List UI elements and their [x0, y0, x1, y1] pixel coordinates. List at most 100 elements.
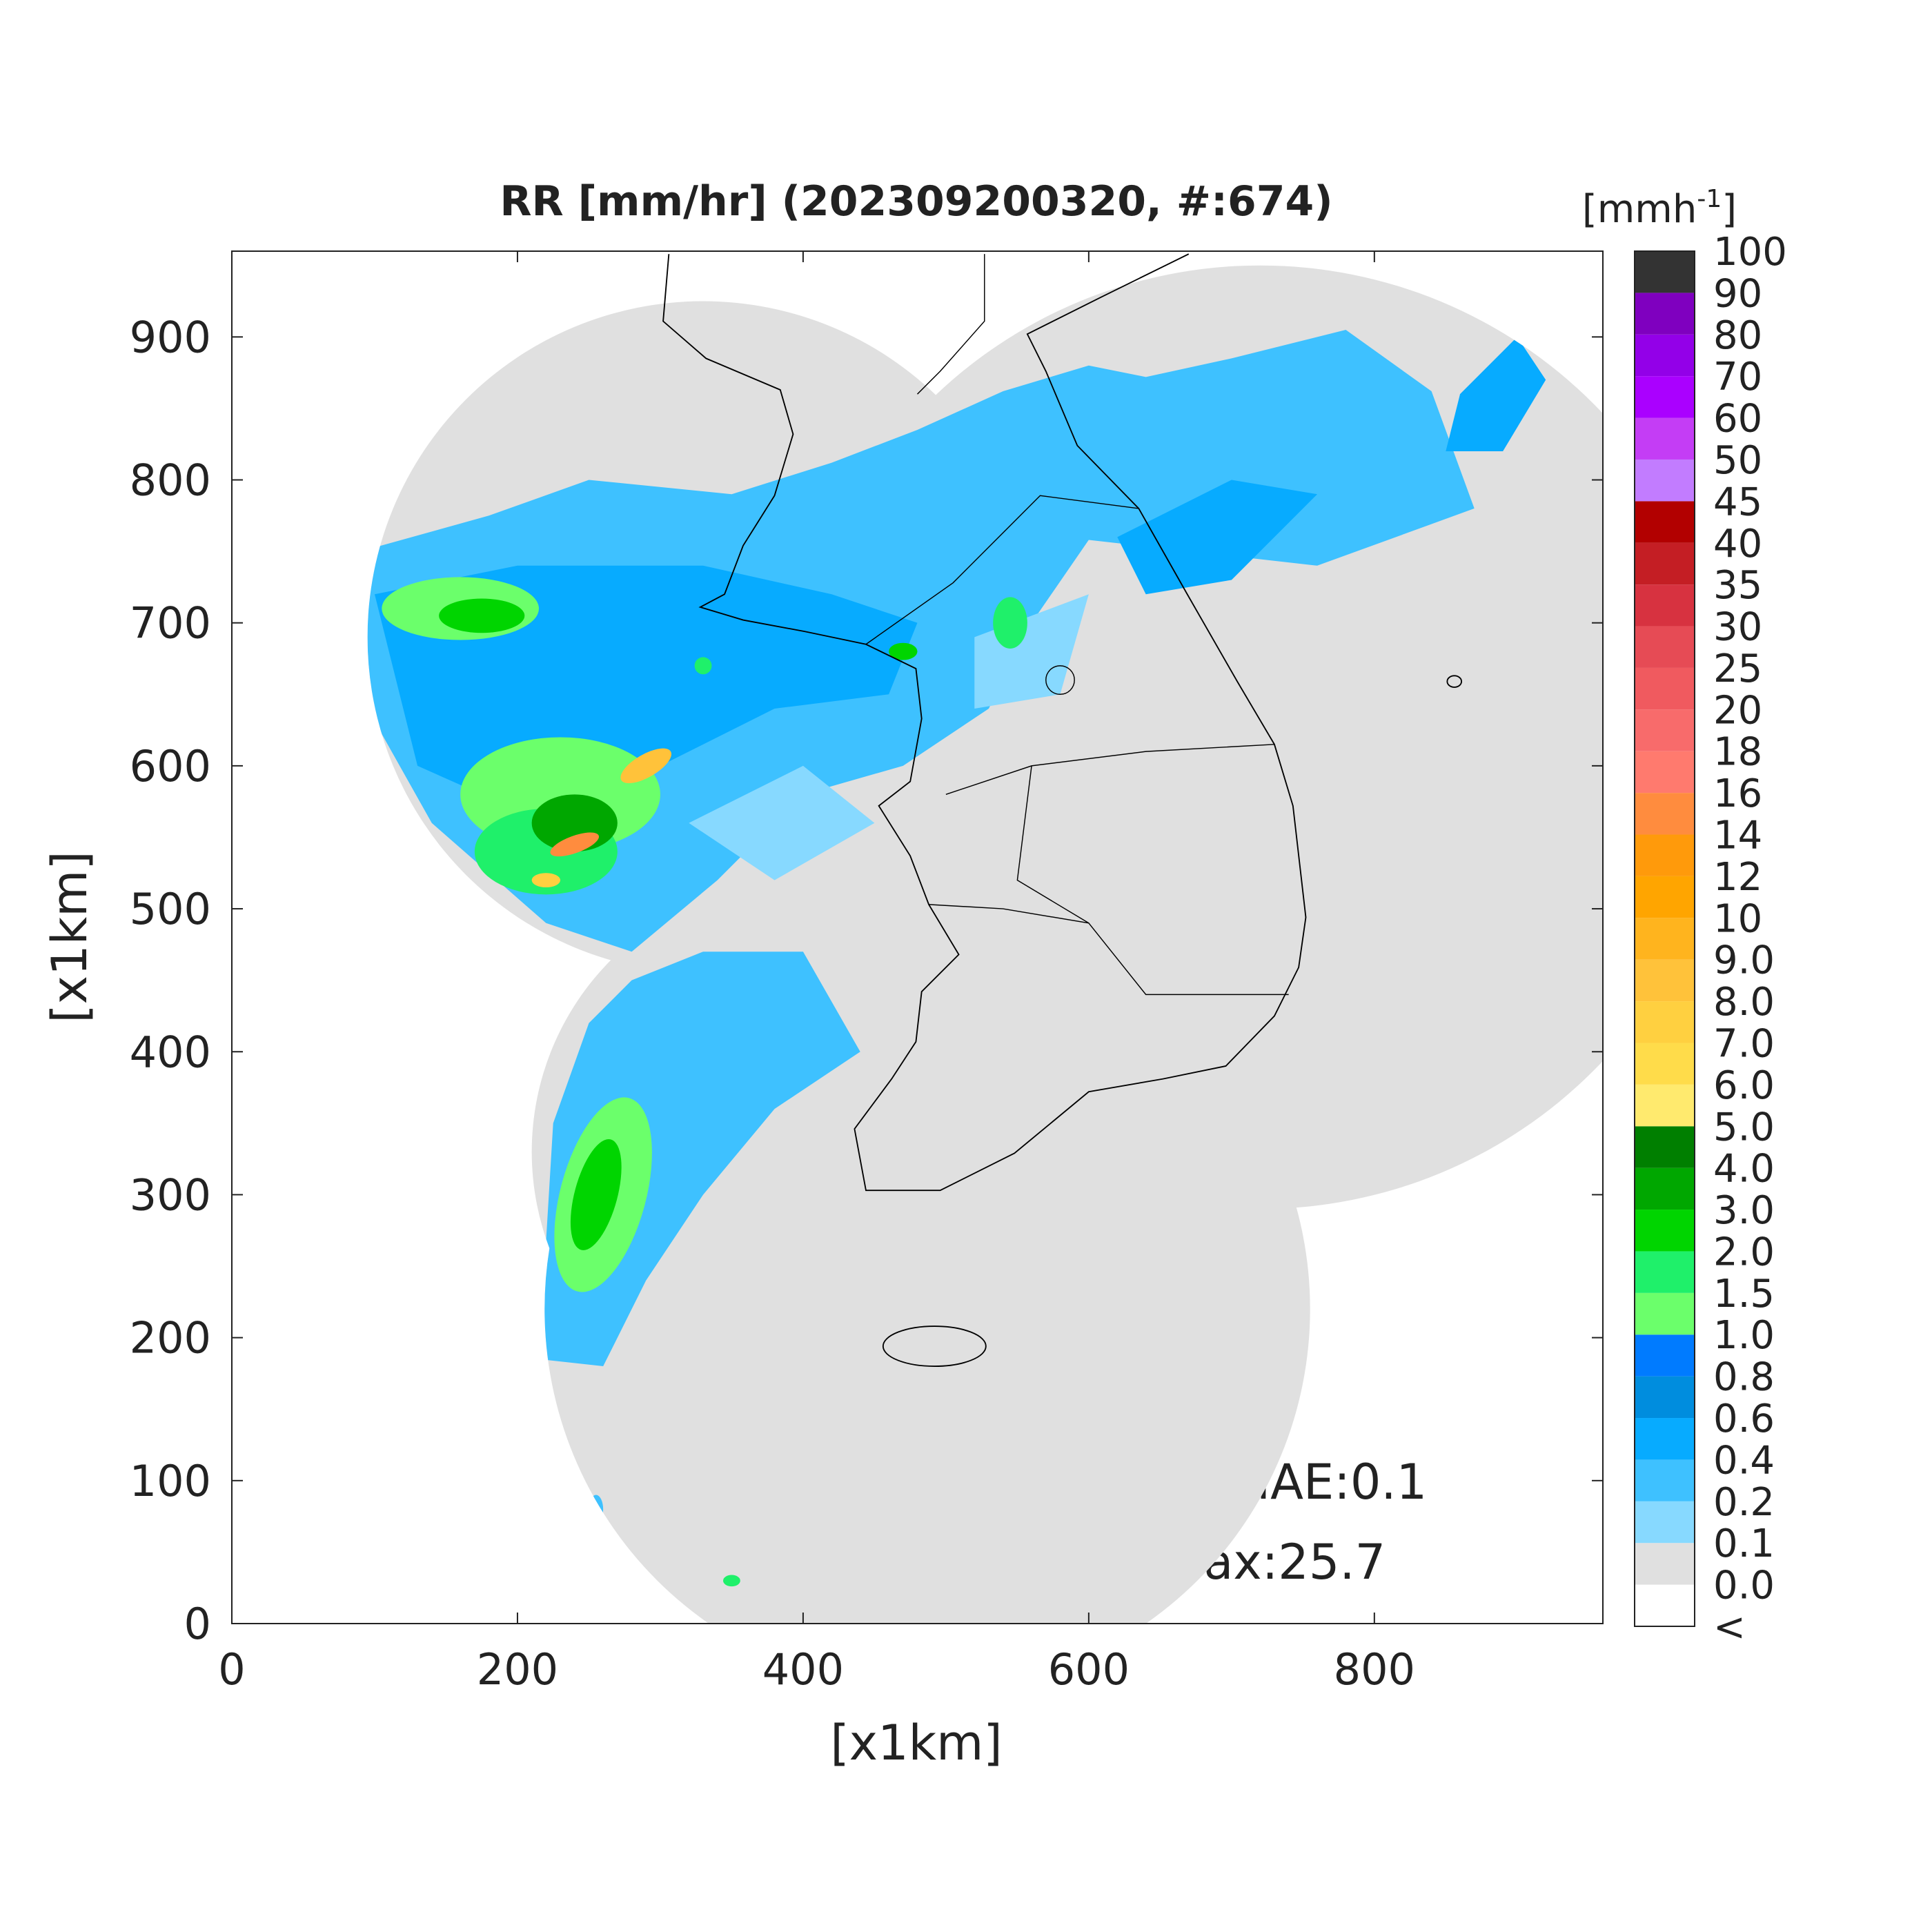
y-tick-label: 0 [184, 1599, 211, 1649]
rain-cell [993, 597, 1027, 649]
colorbar-box [1635, 1126, 1695, 1168]
colorbar-label: 40 [1713, 522, 1762, 566]
colorbar-label: 9.0 [1713, 938, 1775, 983]
colorbar-label: 10 [1713, 896, 1762, 941]
colorbar-box [1635, 293, 1695, 335]
colorbar-box [1635, 1543, 1695, 1585]
colorbar-label: 90 [1713, 271, 1762, 316]
colorbar-label: 25 [1713, 647, 1762, 691]
rain-cell [620, 748, 672, 784]
rain-area [1446, 337, 1546, 452]
colorbar-box [1635, 1210, 1695, 1252]
colorbar-box [1635, 1167, 1695, 1210]
colorbar-box [1635, 1251, 1695, 1293]
coastline [662, 253, 1307, 1192]
colorbar-label: 16 [1713, 771, 1762, 816]
rain-cell [889, 642, 918, 660]
colorbar-box [1635, 834, 1695, 876]
colorbar-label: 3.0 [1713, 1188, 1775, 1233]
colorbar-box [1635, 959, 1695, 1002]
rain-cell [570, 1138, 622, 1250]
x-tick-label: 800 [1334, 1644, 1415, 1695]
colorbar-label: 0.0 [1713, 1564, 1775, 1608]
y-tick-label: 300 [130, 1170, 211, 1220]
x-tick-label: 0 [218, 1644, 245, 1695]
colorbar-label: 35 [1713, 563, 1762, 608]
colorbar-label: 7.0 [1713, 1021, 1775, 1066]
rain-area [974, 594, 1089, 709]
y-tick-label: 900 [130, 312, 211, 362]
colorbar-label: 30 [1713, 605, 1762, 650]
colorbar-label: 0.8 [1713, 1355, 1775, 1400]
island [882, 1325, 987, 1367]
colorbar-label: 0.2 [1713, 1480, 1775, 1525]
border [916, 254, 985, 395]
colorbar-box [1635, 1584, 1695, 1626]
map-km [367, 253, 1603, 1624]
colorbar-box [1635, 1418, 1695, 1460]
colorbar-box [1635, 1334, 1695, 1377]
colorbar-box [1635, 376, 1695, 418]
colorbar-label: 5.0 [1713, 1105, 1775, 1150]
y-tick-label: 400 [130, 1027, 211, 1077]
colorbar-label: 18 [1713, 730, 1762, 775]
colorbar-box [1635, 1043, 1695, 1085]
colorbar-label: 0.4 [1713, 1438, 1775, 1483]
colorbar-label: 45 [1713, 480, 1762, 524]
border [1016, 765, 1090, 924]
y-tick-label: 600 [130, 741, 211, 791]
x-tick-label: 200 [477, 1644, 558, 1695]
y-axis-label: [x1km] [41, 851, 98, 1023]
unit-exponent: -1 [1697, 185, 1722, 213]
rain-cell [589, 1495, 604, 1524]
rain-area [1117, 480, 1318, 595]
colorbar-box [1635, 918, 1695, 960]
rain-cell [550, 832, 600, 857]
border [929, 904, 1289, 996]
y-tick-label: 100 [130, 1456, 211, 1506]
colorbar-label: 4.0 [1713, 1147, 1775, 1192]
colorbar-label: 1.5 [1713, 1272, 1775, 1317]
colorbar-frame [1634, 250, 1695, 1627]
x-tick-label: 400 [762, 1644, 844, 1695]
y-tick-label: 800 [130, 455, 211, 506]
rain-cell [723, 1575, 740, 1587]
map-area [367, 253, 1603, 1624]
colorbar-box [1635, 626, 1695, 668]
colorbar-label: 0.6 [1713, 1397, 1775, 1441]
y-tick-label: 200 [130, 1313, 211, 1363]
colorbar-box [1635, 459, 1695, 502]
colorbar-box [1635, 584, 1695, 627]
plot-frame [231, 250, 1604, 1624]
rain-cell [439, 598, 525, 633]
colorbar-box [1635, 1501, 1695, 1544]
colorbar-box [1635, 876, 1695, 918]
colorbar-label: 100 [1713, 230, 1787, 275]
colorbar-box [1635, 251, 1695, 293]
colorbar-box [1635, 709, 1695, 751]
colorbar-box [1635, 334, 1695, 377]
rain-field [367, 329, 1546, 1587]
colorbar-box [1635, 1084, 1695, 1127]
colorbar-label: 14 [1713, 814, 1762, 858]
island [1045, 665, 1075, 696]
rain-cell [694, 657, 712, 675]
rain-cell [531, 873, 561, 887]
colorbar-label: 70 [1713, 355, 1762, 400]
rain-area [689, 765, 875, 880]
y-tick-label: 500 [130, 884, 211, 934]
colorbar-label: 1.0 [1713, 1313, 1775, 1358]
colorbar-label: 60 [1713, 397, 1762, 442]
colorbar-label: 0.1 [1713, 1521, 1775, 1566]
colorbar-box [1635, 501, 1695, 543]
unit-close: ] [1722, 187, 1737, 232]
colorbar-label: 12 [1713, 855, 1762, 900]
chart-title: RR [mm/hr] (202309200320, #:674) [500, 177, 1332, 226]
border [865, 495, 1139, 645]
x-axis-label: [x1km] [830, 1715, 1002, 1771]
border [945, 744, 1274, 796]
colorbar-box [1635, 417, 1695, 460]
x-tick-label: 600 [1048, 1644, 1130, 1695]
colorbar-label: 2.0 [1713, 1230, 1775, 1274]
